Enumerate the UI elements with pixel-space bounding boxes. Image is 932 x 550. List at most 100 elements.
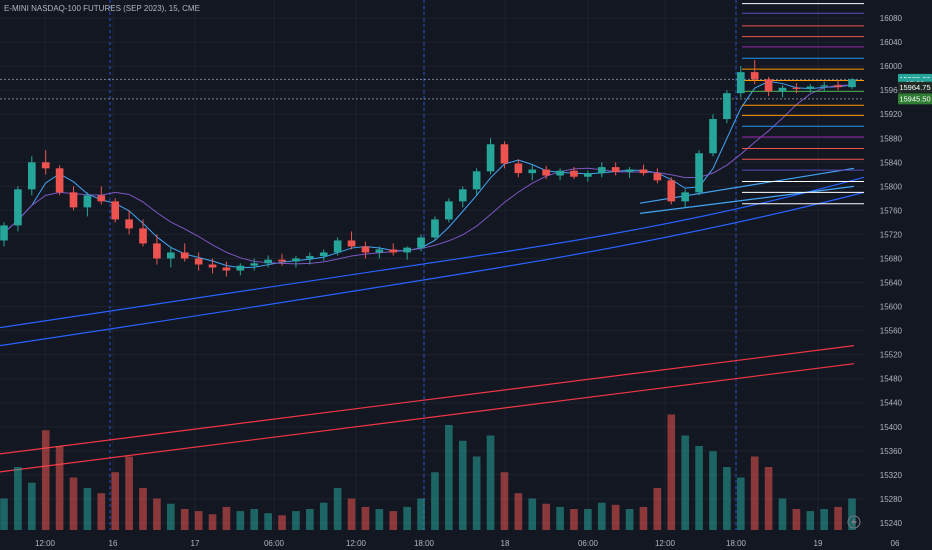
price-tick-label: 16080 [880,14,903,23]
volume-bar [417,498,425,530]
candle-body [611,167,620,172]
candle-body [625,169,634,172]
time-tick-label: 06:00 [264,539,285,548]
volume-bar [41,430,50,530]
candle-body [792,87,801,89]
candle-body [667,180,676,202]
candle-body [278,259,286,262]
volume-bar [695,446,703,530]
candle-body [723,93,731,120]
volume-bar [445,425,453,530]
volume-bar [97,493,106,530]
candle-body [264,259,272,264]
volume-bar [14,467,22,530]
price-tick-label: 15600 [880,303,903,312]
price-tick-label: 15320 [880,471,903,480]
candle-body [403,247,411,253]
volume-bar [180,509,189,530]
volume-bar [458,440,467,530]
price-tick-label: 15480 [880,375,903,384]
volume-bar [292,511,300,530]
price-tick-label: 15400 [880,423,903,432]
time-tick-label: 18 [501,539,510,548]
volume-bar [681,435,690,530]
volume-bar [820,509,829,530]
candle-body [570,170,578,177]
volume-bar [389,511,398,530]
volume-bar [264,513,272,530]
candle-body [528,169,537,174]
candle-body [458,189,467,202]
price-tick-label: 15960 [880,86,903,95]
red-channel-upper [0,345,855,455]
volume-bar [83,488,92,530]
time-tick-label: 06 [891,539,900,548]
volume-bar [848,498,856,530]
lightning-icon-ring [847,515,861,529]
volume-bar [723,467,731,530]
price-tag-label: 15964.75 [899,83,930,92]
price-tag [898,93,932,105]
time-tick-label: 18:00 [414,539,435,548]
time-tick-label: 17 [191,539,200,548]
volume-bar [639,506,648,530]
candle-body [236,265,245,271]
candle-body [125,219,133,229]
candle-body [208,264,217,268]
price-tick-label: 15640 [880,279,903,288]
time-tick-label: 18:00 [726,539,747,548]
volume-bar [625,509,634,530]
candle-body [97,195,106,202]
volume-bar [611,504,620,530]
volume-bar [166,503,175,530]
lightning-icon-bolt [851,517,857,527]
candle-body [222,267,231,271]
price-tick-label: 15920 [880,110,903,119]
volume-bar [403,506,411,530]
candle-body [778,87,787,92]
volume-bars [0,414,856,530]
volume-bar [834,506,842,530]
candle-body [292,258,300,262]
candle-body [597,167,606,174]
volume-bar [750,456,759,530]
volume-bar [278,515,286,530]
price-tick-label: 15520 [880,351,903,360]
volume-bar [319,502,328,530]
price-tick-label: 15240 [880,519,903,528]
volume-bar [597,502,606,530]
volume-bar [194,511,203,530]
time-tick-label: 16 [109,539,118,548]
volume-bar [361,506,370,530]
volume-bar [27,482,36,530]
volume-bar [778,498,787,530]
candle-body [834,85,842,88]
volume-bar [528,498,537,530]
candle-body [166,252,175,259]
candle-body [695,153,703,193]
price-tick-label: 15800 [880,182,903,191]
lightning-icon [847,515,861,529]
moving-average-lines [0,80,865,473]
price-tick-label: 15760 [880,206,903,215]
candle-body [83,195,92,208]
ma-line-medium [3,84,853,265]
time-tick-label: 12:00 [655,539,676,548]
volume-bar [347,498,356,530]
volume-bar [556,506,564,530]
chart-title: E-MINI NASDAQ-100 FUTURES (SEP 2023), 15… [4,4,200,13]
price-tick-label: 15880 [880,134,903,143]
fibonacci-levels: 861.80%761.80%661.80%561.80%461.80%361.8… [0,1,896,208]
volume-bar [208,514,217,530]
candle-body [542,169,550,176]
price-tick-label: 15440 [880,399,903,408]
candle-body [139,228,147,244]
trend-line-upper [639,167,855,204]
volume-bar [236,511,245,530]
time-tick-label: 06:00 [578,539,599,548]
time-axis[interactable]: 12:00 16 17 06:00 12:00 18:00 18 06:00 12:00 18:0… [35,539,900,548]
candle-body [361,246,370,253]
candle-body [417,237,425,248]
